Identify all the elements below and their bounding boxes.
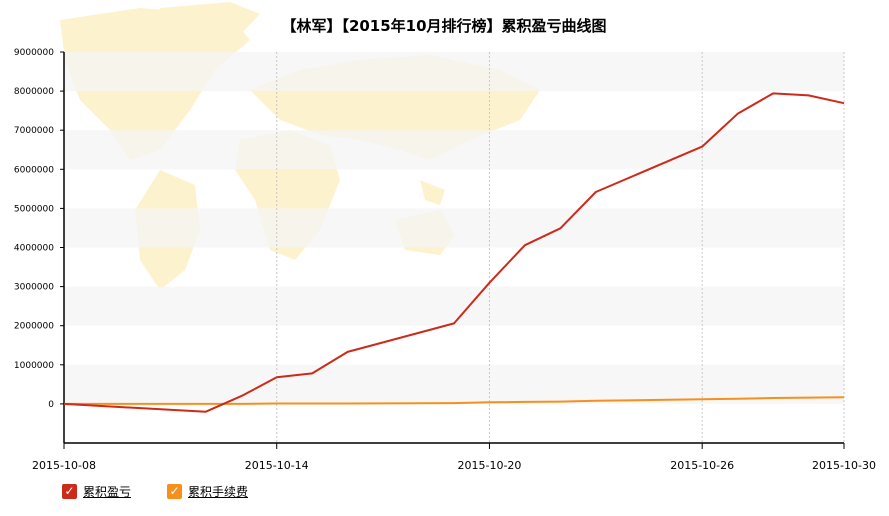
x-tick-label: 2015-10-26 <box>670 459 734 472</box>
x-tick-label: 2015-10-20 <box>457 459 521 472</box>
series-line <box>64 396 845 405</box>
grid-band <box>64 130 844 170</box>
series-layer <box>63 92 845 413</box>
checkbox-checked-icon[interactable]: ✓ <box>167 484 183 499</box>
grid-band <box>64 364 844 404</box>
legend-item-cumulative-pnl[interactable]: ✓ 累积盈亏 <box>62 483 131 500</box>
y-tick-label: 6000000 <box>14 165 54 175</box>
y-tick-label: 4000000 <box>14 244 54 254</box>
y-tick-label: 7000000 <box>14 126 54 136</box>
legend-label: 累积盈亏 <box>83 485 132 499</box>
grid-band <box>64 52 844 92</box>
plot-background-bands <box>64 52 844 404</box>
x-tick-label: 2015-10-14 <box>245 459 309 472</box>
series-line <box>63 92 845 413</box>
legend: ✓ 累积盈亏 ✓ 累积手续费 <box>62 483 248 500</box>
y-tick-label: 3000000 <box>14 283 54 293</box>
x-tick-label: 2015-10-30 <box>812 459 876 472</box>
legend-label: 累积手续费 <box>188 485 249 499</box>
y-tick-label: 1000000 <box>14 361 54 371</box>
y-tick-label: 9000000 <box>14 48 54 58</box>
legend-item-cumulative-fees[interactable]: ✓ 累积手续费 <box>167 483 248 500</box>
y-tick-label: 5000000 <box>14 204 54 214</box>
x-tick-label: 2015-10-08 <box>32 459 96 472</box>
grid-band <box>64 286 844 326</box>
grid-band <box>64 208 844 248</box>
y-tick-label: 2000000 <box>14 322 54 332</box>
y-axis-ticks: 9000000 8000000 7000000 6000000 5000000 40000… <box>14 48 64 410</box>
y-tick-label: 8000000 <box>14 87 54 97</box>
y-tick-label: 0 <box>48 400 54 410</box>
x-axis-ticks: 2015-10-08 2015-10-14 2015-10-20 2015-10-26… <box>32 443 876 472</box>
checkbox-checked-icon[interactable]: ✓ <box>62 484 77 499</box>
chart-title: 【林军】【2015年10月排行榜】累积盈亏曲线图 <box>281 17 606 35</box>
